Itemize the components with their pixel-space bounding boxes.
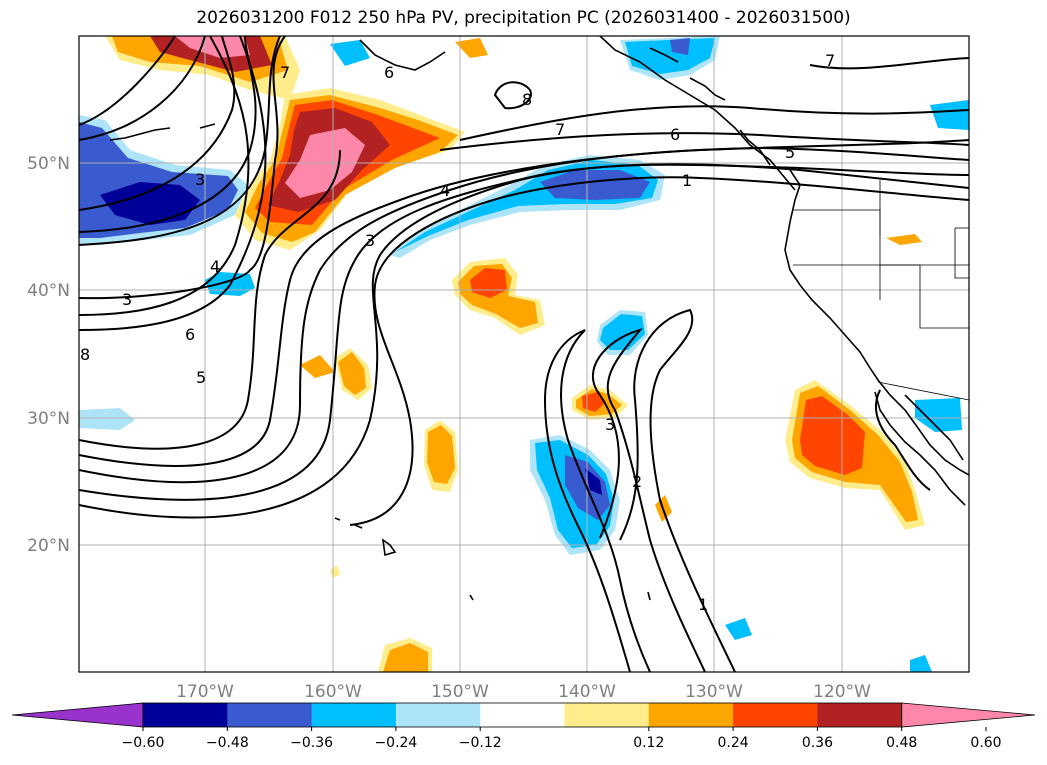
- precip-positive-area: [300, 355, 335, 378]
- map-background: [79, 36, 969, 672]
- colorbar-tick-label: −0.12: [459, 735, 502, 751]
- pv-contours: [78, 35, 970, 673]
- contour-label: 3: [605, 415, 615, 434]
- precip-positive-area: [886, 234, 922, 245]
- contour-label: 8: [80, 345, 90, 364]
- colorbar-tick-label: 0.24: [718, 735, 749, 751]
- precip-negative-area: [540, 170, 650, 200]
- contour-label: 7: [555, 120, 565, 139]
- precip-negative-area: [79, 408, 135, 430]
- precip-negative-area: [100, 182, 200, 225]
- map-title: 2026031200 F012 250 hPa PV, precipitatio…: [196, 8, 851, 28]
- colorbar: −0.60 −0.48 −0.36 −0.24 −0.12 0.12 0.24 0.36 0.4…: [11, 702, 1036, 751]
- contour-label: 3: [195, 170, 205, 189]
- colorbar-border: [142, 702, 903, 728]
- colorbar-arrow-low: [11, 702, 144, 728]
- precip-positive-area: [338, 352, 366, 395]
- precip-negative-area: [725, 618, 752, 640]
- precip-negative-area: [910, 655, 932, 672]
- contour-label-group: 7 6 3 3 4 7 6 5 1 4 3 6 5 3 2 1 7 8 8: [80, 51, 835, 614]
- colorbar-tick-label: 0.48: [886, 735, 917, 751]
- lon-label: 170°W: [176, 682, 234, 702]
- precip-negative-area: [585, 468, 602, 495]
- lon-label: 130°W: [685, 682, 743, 702]
- precip-positive-area: [175, 36, 250, 58]
- contour-label: 4: [210, 257, 220, 276]
- colorbar-tick-label: 0.36: [802, 735, 833, 751]
- contour-label: 4: [440, 181, 450, 200]
- colorbar-segment: [227, 703, 313, 727]
- colorbar-segment: [143, 703, 228, 727]
- map-frame: [78, 35, 970, 673]
- precip-positive-area: [383, 643, 428, 672]
- colorbar-segment: [311, 703, 397, 727]
- colorbar-segment: [817, 703, 903, 727]
- colorbar-segment: [733, 703, 818, 727]
- contour-label: 5: [196, 368, 206, 387]
- contour-label: 8: [522, 90, 532, 109]
- colorbar-arrow-high: [901, 702, 1036, 728]
- lon-label: 120°W: [813, 682, 871, 702]
- contour-label: 7: [280, 63, 290, 82]
- contour-label: 3: [365, 231, 375, 250]
- colorbar-tick-label: 0.12: [633, 735, 664, 751]
- lon-label: 160°W: [304, 682, 362, 702]
- lat-label: 30°N: [27, 409, 70, 429]
- state-borders: [793, 180, 970, 401]
- precip-negative-area: [330, 40, 370, 66]
- contour-label: 6: [384, 63, 394, 82]
- colorbar-tick-label: −0.48: [206, 735, 249, 751]
- lat-label: 40°N: [27, 281, 70, 301]
- contour-label: 7: [825, 51, 835, 70]
- colorbar-tick-label: −0.36: [290, 735, 333, 751]
- longitude-labels: 170°W 160°W 150°W 140°W 130°W 120°W: [176, 682, 871, 702]
- contour-label: 1: [682, 171, 692, 190]
- precip-negative-area: [915, 398, 962, 432]
- colorbar-segment: [395, 703, 481, 727]
- precip-negative-area: [625, 38, 715, 74]
- contour-label: 3: [122, 290, 132, 309]
- contour-label: 5: [785, 143, 795, 162]
- colorbar-tick-label: −0.60: [122, 735, 165, 751]
- contour-label: 6: [670, 125, 680, 144]
- precip-negative-area: [670, 38, 690, 55]
- colorbar-segment: [648, 703, 734, 727]
- lat-label: 20°N: [27, 536, 70, 556]
- latitude-labels: 50°N 40°N 30°N 20°N: [27, 154, 70, 556]
- colorbar-segment: [480, 703, 565, 727]
- coastlines: [109, 35, 970, 601]
- lon-label: 150°W: [431, 682, 489, 702]
- precip-positive-area: [427, 425, 455, 484]
- precip-negative-area: [600, 314, 645, 350]
- lon-label: 140°W: [558, 682, 616, 702]
- contour-label: 1: [698, 595, 708, 614]
- precip-negative-area: [930, 100, 969, 130]
- precip-positive-area: [800, 396, 865, 475]
- contour-label: 6: [185, 325, 195, 344]
- precip-positive-area: [582, 392, 606, 412]
- colorbar-tick-label: −0.24: [374, 735, 417, 751]
- colorbar-segment: [564, 703, 650, 727]
- precip-positive-area: [455, 38, 488, 58]
- lat-label: 50°N: [27, 154, 70, 174]
- contour-label: 2: [632, 472, 642, 491]
- colorbar-tick-label: 0.60: [970, 735, 1001, 751]
- gridlines: [79, 36, 969, 672]
